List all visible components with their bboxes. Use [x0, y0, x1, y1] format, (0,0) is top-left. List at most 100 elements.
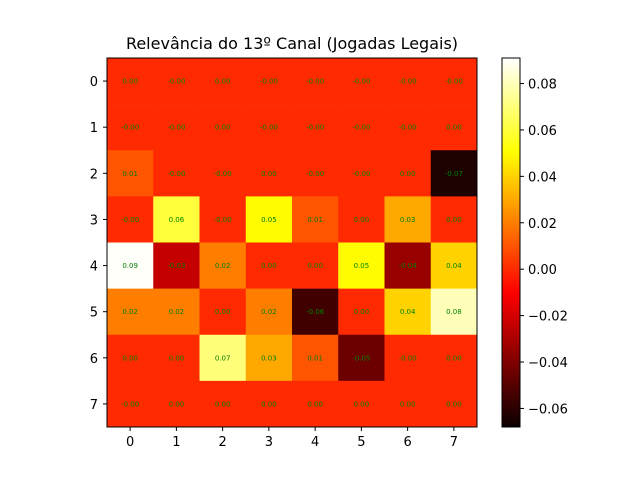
heatmap-cell	[430, 334, 478, 382]
cell-value-label: 0.04	[400, 308, 416, 316]
cell-value-label: -0.00	[214, 216, 232, 224]
cell-value-label: 0.02	[215, 262, 231, 270]
heatmap-cell	[430, 196, 478, 243]
heatmap-cells	[107, 58, 478, 428]
cell-value-label: 0.00	[215, 400, 231, 408]
cell-value-label: -0.00	[352, 78, 370, 86]
cell-value-label: 0.00	[169, 354, 185, 362]
heatmap-cell	[430, 104, 478, 151]
cell-value-label: 0.00	[215, 78, 231, 86]
y-tick-label: 4	[90, 260, 98, 275]
cell-value-label: 0.00	[307, 262, 323, 270]
cell-value-label: -0.03	[167, 262, 185, 270]
cell-value-label: -0.00	[121, 400, 139, 408]
heatmap-cell	[153, 242, 200, 289]
cell-value-label: -0.00	[445, 78, 463, 86]
cell-value-label: -0.00	[352, 170, 370, 178]
heatmap-cell	[384, 58, 432, 105]
y-tick-label: 1	[90, 121, 98, 136]
heatmap-cell	[107, 242, 154, 289]
heatmap-cell	[107, 380, 154, 428]
cell-value-label: -0.00	[214, 170, 232, 178]
cell-value-label: 0.01	[122, 170, 138, 178]
cell-value-label: -0.00	[167, 78, 185, 86]
heatmap-cell	[430, 58, 478, 105]
heatmap-cell	[199, 242, 247, 289]
y-tick-label: 7	[90, 398, 98, 413]
heatmap-cell	[292, 242, 339, 289]
heatmap-cell	[199, 58, 247, 105]
cell-value-label: -0.00	[260, 78, 278, 86]
heatmap-cell	[245, 288, 293, 336]
cell-value-label: 0.00	[261, 262, 277, 270]
plot-frame	[106, 57, 478, 428]
heatmap-cell	[107, 58, 154, 105]
heatmap-cell	[338, 58, 385, 105]
cell-value-label: 0.08	[446, 308, 462, 316]
heatmap-cell	[292, 380, 339, 428]
cell-value-label: 0.02	[122, 308, 138, 316]
x-tick-label: 1	[172, 435, 180, 450]
cell-value-label: -0.05	[352, 354, 370, 362]
y-tick-label: 0	[90, 75, 98, 90]
cell-value-label: -0.00	[121, 124, 139, 132]
cell-value-label: 0.00	[122, 78, 138, 86]
heatmap-cell	[107, 150, 154, 197]
cell-value-label: 0.00	[446, 216, 462, 224]
cell-value-label: 0.04	[446, 262, 462, 270]
colorbar-gradient	[502, 58, 520, 427]
cell-value-label: 0.00	[400, 170, 416, 178]
heatmap-cell	[153, 104, 200, 151]
cell-value-label: 0.00	[354, 308, 370, 316]
cell-value-label: 0.00	[261, 400, 277, 408]
cell-value-label: -0.06	[306, 308, 325, 316]
heatmap-cell	[384, 196, 432, 243]
heatmap-cell	[245, 380, 293, 428]
heatmap-cell	[245, 196, 293, 243]
colorbar-tick-label: 0.08	[528, 78, 557, 93]
x-tick-label: 4	[311, 435, 319, 450]
heatmap-cell	[199, 380, 247, 428]
heatmap-cell	[245, 334, 293, 382]
cell-value-label: 0.07	[215, 354, 231, 362]
heatmap-cell	[107, 196, 154, 243]
colorbar-tick-label: 0.04	[528, 170, 557, 185]
x-tick-label: 3	[265, 435, 273, 450]
heatmap-cell	[245, 242, 293, 289]
y-tick-label: 2	[90, 167, 98, 182]
heatmap-cell	[384, 288, 432, 336]
heatmap-cell	[199, 196, 247, 243]
heatmap-cell	[338, 196, 385, 243]
cell-value-label: -0.00	[352, 124, 370, 132]
cell-value-label: 0.00	[400, 400, 416, 408]
x-tick-label: 7	[450, 435, 458, 450]
colorbar-ticks: 0.08 0.06 0.04 0.02 0.00 −0.02 −0.04 −0.06	[520, 78, 568, 417]
heatmap-cell	[292, 150, 339, 197]
heatmap-cell	[338, 242, 385, 289]
cell-value-label: 0.00	[446, 400, 462, 408]
heatmap-cell	[199, 150, 247, 197]
x-tick-label: 6	[403, 435, 411, 450]
x-tick-label: 2	[218, 435, 226, 450]
heatmap-cell	[153, 288, 200, 336]
y-axis: 0 1 2 3 4 5 6 7	[90, 75, 107, 413]
cell-value-label: -0.00	[399, 354, 417, 362]
heatmap-cell	[245, 58, 293, 105]
cell-value-label: 0.00	[169, 400, 185, 408]
cell-value-label: 0.03	[400, 216, 416, 224]
cell-value-label: 0.00	[261, 170, 277, 178]
chart-title: Relevância do 13º Canal (Jogadas Legais)	[126, 34, 458, 53]
cell-value-label: 0.01	[307, 354, 323, 362]
cell-value-label: 0.09	[122, 262, 138, 270]
heatmap-cell	[107, 334, 154, 382]
cell-value-label: -0.00	[306, 78, 324, 86]
y-tick-label: 6	[90, 352, 98, 367]
heatmap-cell	[245, 150, 293, 197]
colorbar-tick-label: −0.02	[528, 310, 568, 325]
cell-value-label: 0.02	[169, 308, 185, 316]
colorbar-tick-label: 0.02	[528, 217, 557, 232]
heatmap-cell	[384, 242, 432, 289]
cell-value-label: -0.00	[121, 216, 139, 224]
cell-value-label: 0.00	[215, 124, 231, 132]
